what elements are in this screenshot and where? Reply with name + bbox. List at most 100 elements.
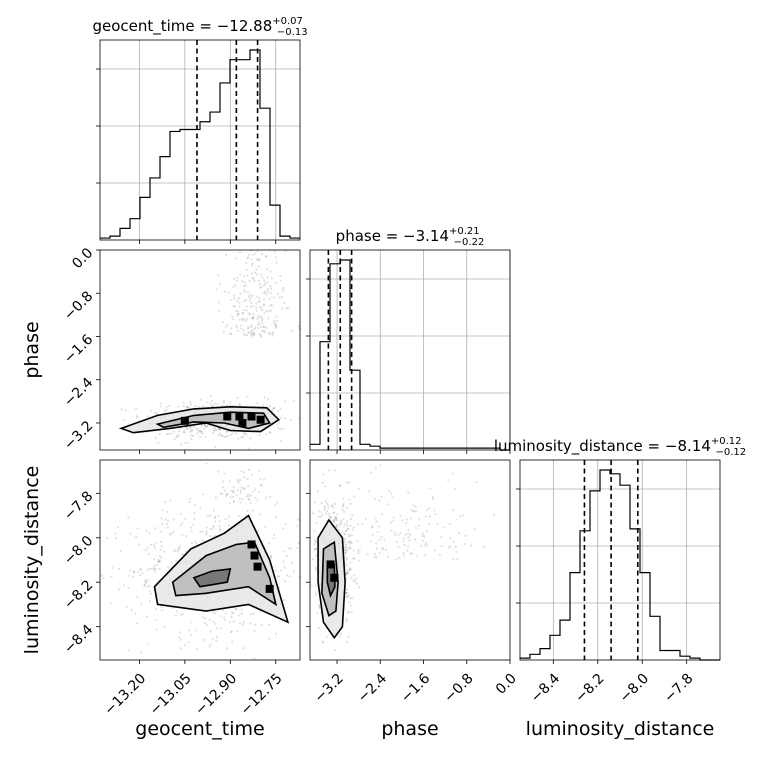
sample-point [344, 537, 347, 541]
sample-point [251, 332, 254, 335]
chart-marks-layer [96, 39, 721, 664]
sample-point [228, 502, 231, 505]
sample-point [247, 485, 250, 488]
sample-point [348, 533, 351, 536]
sample-point [323, 506, 327, 509]
sample-point [245, 305, 248, 308]
sample-point [254, 252, 257, 255]
sample-point [219, 427, 222, 431]
sample-point [252, 333, 256, 336]
panel-frame-phase-vs-luminosity-distance [309, 459, 511, 661]
sample-point [219, 492, 223, 495]
sample-point [173, 438, 176, 441]
sample-point [212, 524, 215, 527]
sample-point [172, 530, 175, 534]
sample-point [180, 443, 183, 446]
sample-point [259, 334, 262, 337]
sample-point [281, 289, 285, 292]
sample-point [250, 494, 253, 497]
sample-point [254, 326, 257, 329]
sample-point [318, 510, 321, 513]
sample-point [165, 522, 169, 526]
sample-point [285, 554, 289, 558]
sample-point [232, 486, 235, 489]
sample-point [235, 257, 238, 260]
sample-point [258, 434, 261, 437]
sample-point [334, 518, 337, 521]
sample-point [355, 582, 359, 585]
density-peak-bin [330, 573, 339, 582]
sample-point [292, 399, 295, 403]
sample-point [253, 488, 256, 491]
sample-point [201, 404, 205, 408]
sample-point [245, 268, 248, 271]
sample-point [232, 491, 235, 494]
sample-point [344, 551, 348, 555]
sample-point [249, 296, 252, 299]
sample-point [285, 307, 288, 310]
sample-point [443, 526, 446, 529]
sample-point [255, 309, 258, 312]
sample-point [335, 516, 338, 519]
sample-point [290, 561, 294, 564]
sample-point [279, 439, 282, 442]
sample-point [152, 567, 156, 571]
sample-point [374, 466, 377, 469]
sample-point [357, 586, 361, 589]
sample-point [208, 514, 212, 517]
sample-point [195, 648, 198, 651]
y-tick-label-luminosity-distance: −8.2 [61, 577, 96, 612]
sample-point [267, 623, 271, 626]
sample-point [260, 483, 263, 487]
sample-point [124, 409, 127, 412]
sample-point [263, 312, 266, 315]
sample-point [255, 273, 259, 276]
x-axis-label-luminosity-distance: luminosity_distance [526, 718, 715, 740]
sample-point [392, 516, 396, 519]
y-tick-label-phase: 0.0 [69, 245, 96, 272]
sample-point [261, 317, 264, 321]
sample-point [352, 556, 355, 560]
sample-point [451, 472, 454, 475]
sample-point [190, 429, 193, 432]
sample-point [236, 314, 239, 318]
sample-point [366, 553, 369, 556]
sample-point [374, 542, 378, 545]
sample-point [178, 636, 181, 639]
sample-point [236, 489, 239, 492]
sample-point [343, 540, 347, 543]
sample-point [266, 281, 269, 284]
sample-point [243, 288, 246, 292]
sample-point [118, 567, 121, 571]
sample-point [209, 643, 212, 646]
x-tick-label-phase: −2.4 [355, 671, 390, 706]
sample-point [322, 473, 325, 476]
sample-point [138, 543, 141, 546]
sample-point [246, 274, 249, 277]
sample-point [434, 512, 437, 516]
sample-point [168, 533, 171, 536]
sample-point [402, 554, 405, 557]
sample-point [431, 496, 434, 499]
sample-point [181, 533, 184, 536]
sample-point [258, 305, 261, 308]
histogram-luminosity-distance [520, 469, 720, 661]
sample-point [175, 436, 178, 439]
sample-point [265, 432, 268, 436]
sample-point [314, 547, 317, 551]
sample-point [193, 425, 196, 428]
sample-point [264, 496, 268, 499]
sample-point [230, 630, 233, 633]
sample-point [334, 517, 337, 520]
sample-point [242, 332, 245, 336]
sample-point [260, 307, 263, 310]
sample-point [459, 515, 462, 518]
sample-point [456, 557, 459, 560]
sample-point [263, 396, 267, 399]
sample-point [266, 287, 270, 291]
sample-point [204, 617, 207, 620]
sample-point [206, 623, 209, 627]
sample-point [176, 434, 179, 438]
sample-point [220, 626, 223, 630]
sample-point [135, 416, 138, 419]
